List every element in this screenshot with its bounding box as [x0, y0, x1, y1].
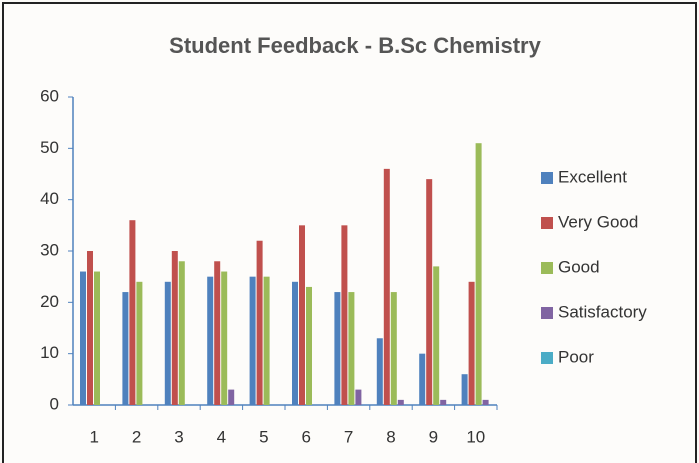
x-tick-label: 10 — [466, 427, 485, 446]
bar — [122, 292, 129, 405]
bar — [482, 399, 489, 405]
bar — [299, 225, 305, 405]
bar — [376, 338, 383, 405]
bar — [390, 292, 397, 405]
legend-swatch — [541, 217, 553, 229]
x-tick-label: 2 — [132, 427, 141, 446]
bar — [397, 399, 404, 405]
bar — [292, 281, 298, 405]
bar — [348, 292, 355, 405]
bar — [171, 251, 178, 405]
legend-swatch — [541, 172, 553, 184]
x-tick-label: 5 — [259, 427, 268, 446]
bar — [129, 220, 136, 405]
bar — [461, 374, 468, 405]
bar — [334, 292, 341, 405]
bar — [383, 168, 390, 405]
bar — [433, 266, 440, 405]
bar — [256, 240, 263, 405]
y-tick-label: 10 — [40, 343, 59, 362]
bar — [214, 261, 221, 405]
bar — [355, 389, 362, 405]
bar — [249, 276, 256, 405]
y-tick-label: 40 — [40, 189, 59, 208]
bar — [426, 179, 433, 405]
legend-swatch — [541, 262, 553, 274]
bar — [419, 353, 426, 405]
y-tick-label: 30 — [40, 240, 59, 259]
bar — [80, 271, 86, 405]
x-tick-label: 1 — [89, 427, 98, 446]
legend-label: Poor — [558, 347, 594, 366]
legend-label: Excellent — [558, 167, 627, 186]
bar — [263, 276, 270, 405]
x-tick-label: 8 — [386, 427, 395, 446]
legend-label: Good — [558, 257, 600, 276]
legend-label: Satisfactory — [558, 302, 647, 321]
bar — [178, 261, 185, 405]
x-tick-label: 7 — [344, 427, 353, 446]
y-tick-label: 0 — [50, 394, 59, 413]
bar — [136, 281, 143, 405]
bar — [164, 281, 171, 405]
legend-swatch — [541, 352, 553, 364]
x-tick-label: 3 — [174, 427, 183, 446]
bar — [440, 399, 447, 405]
bar — [94, 271, 100, 405]
bar — [468, 281, 475, 405]
legend-swatch — [541, 307, 553, 319]
x-tick-label: 9 — [429, 427, 438, 446]
bar — [87, 251, 93, 405]
bar — [306, 286, 312, 405]
bar — [221, 271, 228, 405]
bar — [207, 276, 214, 405]
bar — [228, 389, 235, 405]
bar — [341, 225, 348, 405]
chart-title: Student Feedback - B.Sc Chemistry — [169, 33, 541, 58]
y-tick-label: 60 — [40, 86, 59, 105]
bar — [475, 143, 482, 405]
y-tick-label: 20 — [40, 292, 59, 311]
x-tick-label: 4 — [217, 427, 226, 446]
x-tick-label: 6 — [301, 427, 310, 446]
y-tick-label: 50 — [40, 138, 59, 157]
legend-label: Very Good — [558, 212, 638, 231]
